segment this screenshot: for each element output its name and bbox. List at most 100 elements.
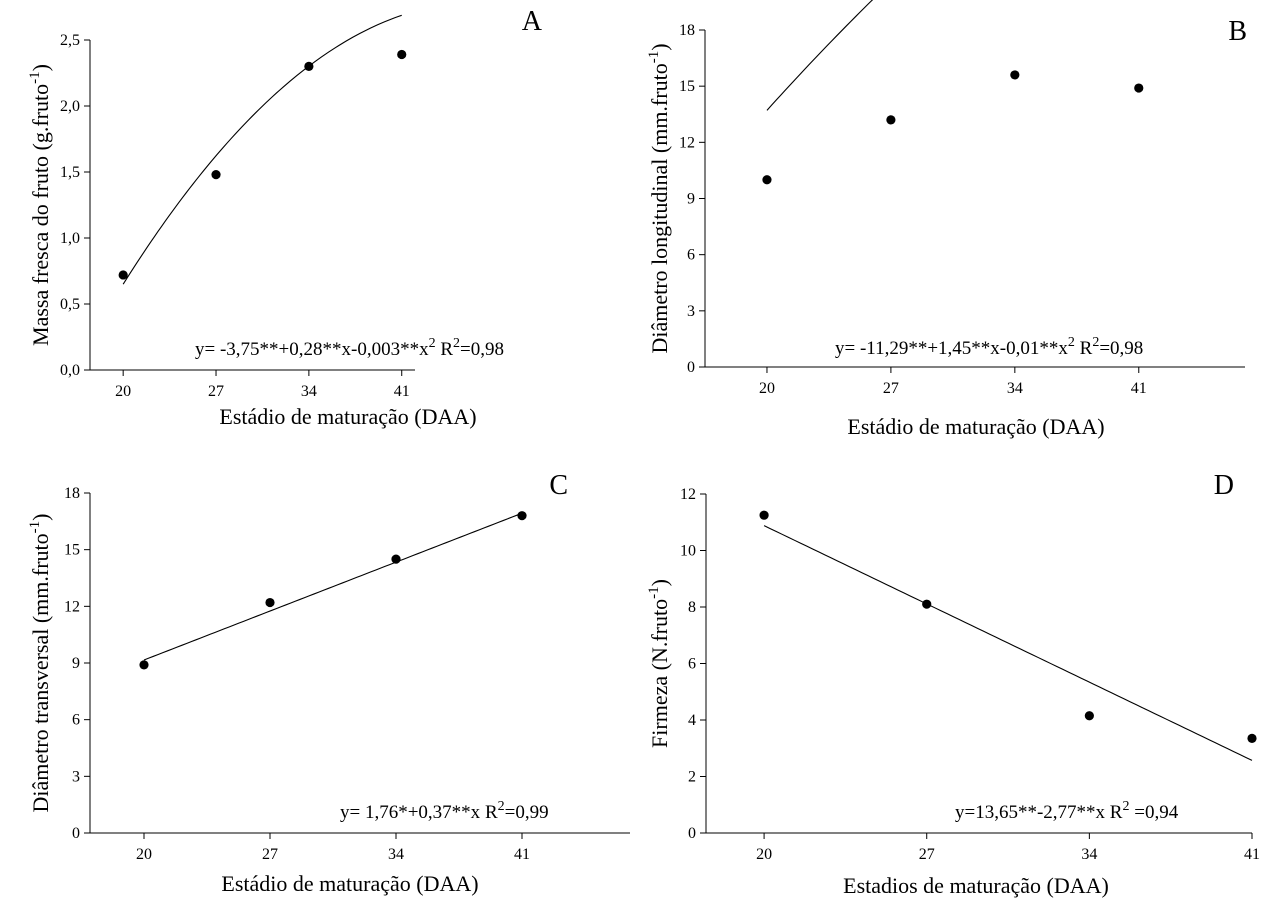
y-axis-title-text: Firmeza (N.fruto bbox=[647, 599, 672, 748]
regression-equation: y= -11,29**+1,45**x-0,01**x2 R2=0,98 bbox=[835, 335, 1143, 359]
data-point bbox=[397, 49, 407, 60]
equation-exponent: 2 bbox=[1068, 335, 1075, 350]
y-axis-title: Massa fresca do fruto (g.fruto-1) bbox=[27, 64, 53, 346]
r2-value: =0,98 bbox=[460, 339, 504, 360]
y-tick-label: 6 bbox=[687, 247, 695, 264]
y-tick-label: 2,0 bbox=[60, 98, 80, 115]
y-tick-label: 9 bbox=[72, 655, 80, 672]
x-tick-label: 34 bbox=[388, 846, 404, 863]
y-tick-label: 15 bbox=[679, 78, 695, 95]
y-tick-label: 4 bbox=[688, 712, 696, 729]
y-axis-title-exponent: -1 bbox=[646, 51, 662, 64]
panel-letter: A bbox=[522, 6, 543, 37]
x-axis-title: Estadios de maturação (DAA) bbox=[843, 873, 1109, 898]
x-tick-label: 27 bbox=[208, 383, 224, 400]
data-point bbox=[139, 660, 149, 670]
data-point bbox=[762, 175, 772, 185]
r2-value: =0,94 bbox=[1129, 802, 1178, 823]
y-tick-label: 18 bbox=[679, 22, 695, 39]
y-tick-label: 0,5 bbox=[60, 296, 80, 313]
y-tick-label: 12 bbox=[679, 134, 695, 151]
r2-label: R bbox=[1105, 802, 1123, 823]
data-point bbox=[1010, 70, 1020, 80]
x-tick-label: 27 bbox=[883, 380, 899, 397]
y-axis-title-text: Diâmetro longitudinal (mm.fruto bbox=[647, 63, 672, 353]
y-tick-label: 12 bbox=[64, 598, 80, 615]
y-tick-label: 0 bbox=[687, 359, 695, 376]
y-axis-title: Firmeza (N.fruto-1) bbox=[646, 579, 672, 748]
panel-letter: B bbox=[1228, 16, 1247, 47]
data-point bbox=[304, 61, 314, 71]
r2-exponent: 2 bbox=[1092, 335, 1099, 350]
y-axis-title: Diâmetro transversal (mm.fruto-1) bbox=[27, 513, 53, 812]
r2-label: R bbox=[1075, 338, 1093, 359]
equation-text: y= -3,75**+0,28**x-0,003**x bbox=[195, 339, 429, 360]
regression-equation: y= -3,75**+0,28**x-0,003**x2 R2=0,98 bbox=[195, 336, 504, 360]
y-axis-title-close: ) bbox=[28, 64, 53, 71]
data-point bbox=[118, 270, 128, 280]
r2-value: =0,98 bbox=[1099, 338, 1143, 359]
data-point bbox=[391, 554, 401, 564]
x-tick-label: 34 bbox=[1007, 380, 1023, 397]
y-axis-title-exponent: -1 bbox=[646, 586, 662, 599]
x-tick-label: 41 bbox=[1244, 846, 1260, 863]
y-axis-title-text: Massa fresca do fruto (g.fruto bbox=[28, 84, 53, 346]
data-point bbox=[265, 597, 275, 608]
y-tick-label: 2 bbox=[688, 769, 696, 786]
x-tick-label: 20 bbox=[136, 846, 152, 863]
panel-a: 0,0 0,5 1,0 1,5 2,0 2,5 20 27 34 41 Ay= -3,75**+0,… bbox=[27, 6, 543, 429]
y-axis-title-exponent: -1 bbox=[27, 71, 43, 84]
y-tick-label: 3 bbox=[687, 303, 695, 320]
x-axis-title: Estádio de maturação (DAA) bbox=[221, 871, 478, 896]
x-tick-label: 27 bbox=[262, 846, 278, 863]
y-tick-label: 6 bbox=[72, 712, 80, 729]
r2-exponent: 2 bbox=[453, 336, 460, 351]
x-tick-label: 20 bbox=[759, 380, 775, 397]
y-axis-title-exponent: -1 bbox=[27, 521, 43, 534]
equation-exponent: 2 bbox=[429, 336, 436, 351]
y-axis-title-text: Diâmetro transversal (mm.fruto bbox=[28, 533, 53, 812]
panel-b: 0 3 6 9 12 15 18 20 27 34 41 By= -11,29**+1,45**x-0… bbox=[646, 0, 1247, 439]
y-tick-label: 6 bbox=[688, 656, 696, 673]
x-tick-label: 34 bbox=[301, 383, 317, 400]
x-tick-label: 41 bbox=[394, 383, 410, 400]
y-tick-label: 1,5 bbox=[60, 164, 80, 181]
y-tick-label: 9 bbox=[687, 191, 695, 208]
y-axis-title: Diâmetro longitudinal (mm.fruto-1) bbox=[646, 43, 672, 353]
y-axis-title-close: ) bbox=[647, 43, 672, 50]
r2-exponent: 2 bbox=[1122, 799, 1129, 814]
regression-equation: y=13,65**-2,77**x R2 =0,94 bbox=[955, 799, 1179, 823]
x-axis-title: Estádio de maturação (DAA) bbox=[219, 404, 476, 429]
panel-c: 0 3 6 9 12 15 18 20 27 34 41 Cy= 1,76*+0,37**x R2=0… bbox=[27, 470, 630, 896]
y-tick-label: 8 bbox=[688, 599, 696, 616]
r2-label: R bbox=[480, 802, 498, 823]
equation-text: y=13,65**-2,77**x bbox=[955, 802, 1106, 823]
equation-text: y= 1,76*+0,37**x bbox=[340, 802, 481, 823]
fit-curve bbox=[122, 14, 402, 285]
data-point bbox=[922, 599, 932, 609]
x-tick-label: 20 bbox=[115, 383, 131, 400]
data-point bbox=[1084, 711, 1094, 721]
x-axis-title: Estádio de maturação (DAA) bbox=[847, 414, 1104, 439]
fit-curve bbox=[143, 512, 523, 661]
y-axis-title-close: ) bbox=[28, 513, 53, 520]
y-tick-label: 10 bbox=[680, 543, 696, 560]
data-point bbox=[211, 170, 221, 180]
y-tick-label: 0 bbox=[688, 825, 696, 842]
y-tick-label: 2,5 bbox=[60, 32, 80, 49]
data-point bbox=[1247, 733, 1257, 743]
equation-text: y= -11,29**+1,45**x-0,01**x bbox=[835, 338, 1068, 359]
y-tick-label: 15 bbox=[64, 542, 80, 559]
r2-exponent: 2 bbox=[498, 799, 505, 814]
x-tick-label: 20 bbox=[756, 846, 772, 863]
fit-curve bbox=[766, 0, 874, 111]
y-tick-label: 12 bbox=[680, 486, 696, 503]
panel-letter: C bbox=[549, 470, 568, 501]
y-tick-label: 0 bbox=[72, 825, 80, 842]
fit-curve bbox=[763, 525, 1253, 761]
data-point bbox=[886, 115, 896, 125]
data-point bbox=[517, 511, 527, 521]
y-axis-title-close: ) bbox=[647, 579, 672, 586]
